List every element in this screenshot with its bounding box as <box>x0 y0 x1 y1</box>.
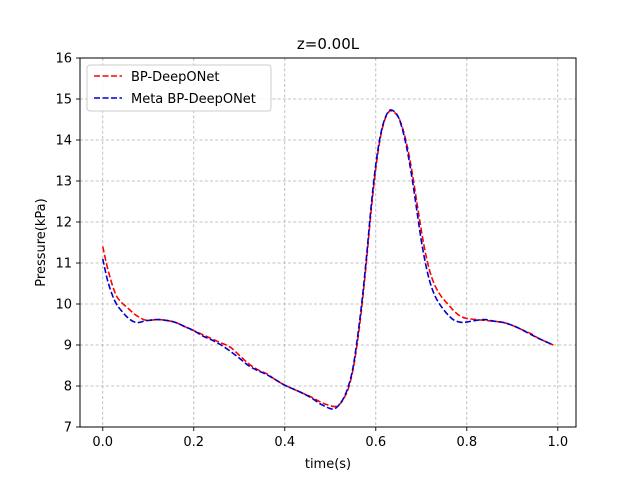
y-tick-label: 15 <box>55 93 72 108</box>
y-tick-label: 7 <box>64 421 72 436</box>
x-tick-label: 0.6 <box>365 435 386 450</box>
chart-title: z=0.00L <box>297 35 360 53</box>
y-tick-label: 11 <box>55 257 72 272</box>
legend: BP-DeepONet Meta BP-DeepONet <box>86 64 272 112</box>
ticks: 0.0 0.2 0.4 0.6 0.8 1.0 7 8 9 10 11 12 13 14 15 16 <box>55 52 568 451</box>
y-tick-label: 10 <box>55 298 72 313</box>
x-tick-label: 0.4 <box>274 435 295 450</box>
plot-frame <box>79 57 577 428</box>
x-tick-label: 0.2 <box>183 435 204 450</box>
x-tick-label: 0.8 <box>456 435 477 450</box>
y-tick-label: 16 <box>55 52 72 67</box>
x-axis-label: time(s) <box>305 457 351 472</box>
x-tick-label: 0.0 <box>92 435 113 450</box>
y-tick-label: 13 <box>55 175 72 190</box>
y-tick-label: 14 <box>55 134 72 149</box>
series-line-meta-bp-deeponet <box>101 109 554 410</box>
y-tick-label: 12 <box>55 216 72 231</box>
x-tick-label: 1.0 <box>547 435 568 450</box>
legend-label-meta-bp-deeponet: Meta BP-DeepONet <box>131 92 256 107</box>
legend-box <box>86 64 272 112</box>
legend-label-bp-deeponet: BP-DeepONet <box>131 70 219 85</box>
y-axis-label: Pressure(kPa) <box>34 198 49 286</box>
y-tick-label: 9 <box>64 339 72 354</box>
y-tick-label: 8 <box>64 380 72 395</box>
series-layer <box>101 109 554 410</box>
